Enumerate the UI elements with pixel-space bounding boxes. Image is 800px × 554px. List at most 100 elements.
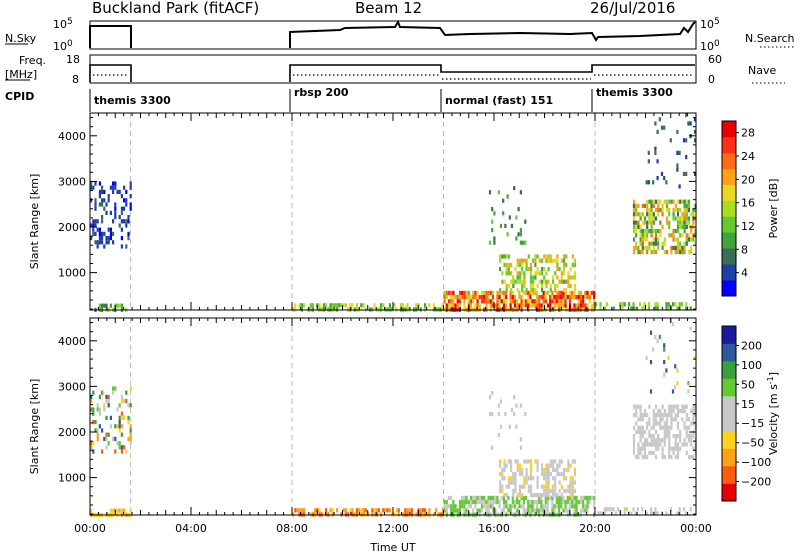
velocity-data-cell bbox=[123, 415, 126, 420]
power-data-cell bbox=[687, 208, 691, 213]
velocity-data-cell bbox=[90, 445, 93, 450]
velocity-data-cell bbox=[450, 508, 453, 513]
velocity-data-cell bbox=[527, 459, 530, 464]
power-data-cell bbox=[551, 279, 555, 284]
power-data-cell bbox=[542, 295, 545, 300]
velocity-data-cell bbox=[531, 508, 534, 513]
velocity-data-cell bbox=[463, 504, 466, 509]
power-data-cell bbox=[532, 283, 535, 288]
power-data-cell bbox=[340, 303, 343, 308]
velocity-data-cell bbox=[94, 420, 97, 425]
velocity-data-cell bbox=[529, 488, 533, 493]
power-data-cell bbox=[331, 303, 334, 308]
power-data-cell bbox=[505, 295, 508, 300]
power-data-cell bbox=[98, 181, 101, 186]
power-data-cell bbox=[556, 254, 559, 259]
power-data-cell bbox=[516, 271, 519, 276]
power-data-cell bbox=[472, 299, 475, 304]
velocity-data-cell bbox=[382, 508, 385, 513]
power-data-cell bbox=[547, 254, 550, 259]
power-data-cell bbox=[646, 208, 649, 213]
velocity-data-cell bbox=[487, 500, 490, 505]
power-data-cell bbox=[499, 258, 502, 263]
power-data-cell bbox=[641, 233, 644, 238]
power-data-cell bbox=[506, 194, 509, 199]
power-data-cell bbox=[646, 245, 649, 250]
power-data-cell bbox=[654, 233, 658, 238]
velocity-data-cell bbox=[588, 495, 591, 500]
velocity-data-cell bbox=[654, 417, 658, 422]
velocity-data-cell bbox=[510, 476, 513, 481]
power-data-cell bbox=[683, 199, 686, 204]
velocity-data-cell bbox=[566, 508, 569, 513]
power-data-cell bbox=[687, 199, 691, 204]
power-data-cell bbox=[593, 299, 596, 304]
velocity-data-cell bbox=[593, 504, 596, 509]
velocity-data-cell bbox=[665, 511, 668, 516]
power-data-cell bbox=[542, 290, 545, 295]
velocity-data-cell bbox=[419, 508, 422, 513]
x-tick-label: 12:00 bbox=[377, 522, 409, 535]
power-data-cell bbox=[125, 244, 128, 249]
power-data-cell bbox=[415, 303, 418, 308]
power-data-cell bbox=[450, 303, 453, 308]
velocity-data-cell bbox=[599, 511, 602, 516]
power-data-cell bbox=[690, 212, 693, 217]
power-data-cell bbox=[650, 233, 653, 238]
velocity-data-cell bbox=[518, 472, 522, 477]
velocity-data-cell bbox=[112, 386, 115, 391]
velocity-data-cell bbox=[518, 500, 521, 505]
power-data-cell bbox=[480, 295, 484, 300]
velocity-data-cell bbox=[406, 508, 409, 513]
y-tick-label: 2000 bbox=[58, 426, 86, 439]
power-data-cell bbox=[681, 250, 684, 255]
velocity-data-cell bbox=[498, 500, 501, 505]
velocity-data-cell bbox=[458, 504, 462, 509]
velocity-data-cell bbox=[549, 459, 552, 464]
power-data-cell bbox=[549, 258, 552, 263]
power-data-cell bbox=[329, 303, 332, 308]
power-data-cell bbox=[676, 241, 680, 246]
velocity-data-cell bbox=[107, 441, 110, 446]
velocity-data-cell bbox=[510, 463, 513, 468]
velocity-data-cell bbox=[579, 508, 583, 513]
power-data-cell bbox=[648, 216, 651, 221]
velocity-data-cell bbox=[520, 495, 523, 500]
power-data-cell bbox=[505, 254, 508, 259]
power-data-cell bbox=[546, 303, 550, 308]
velocity-data-cell bbox=[687, 455, 691, 460]
power-data-cell bbox=[663, 125, 666, 130]
power-data-cell bbox=[522, 290, 525, 295]
velocity-data-cell bbox=[531, 500, 534, 505]
power-data-cell bbox=[690, 237, 693, 242]
velocity-data-cell bbox=[445, 500, 448, 505]
power-data-cell bbox=[639, 212, 642, 217]
velocity-data-cell bbox=[485, 508, 488, 513]
power-data-cell bbox=[641, 203, 644, 208]
velocity-data-cell bbox=[676, 511, 679, 516]
colorbar-tick-label: 24 bbox=[741, 150, 755, 163]
power-data-cell bbox=[524, 240, 527, 245]
power-data-cell bbox=[311, 303, 314, 308]
colorbar-tick-label: 20 bbox=[741, 173, 755, 186]
velocity-data-cell bbox=[657, 413, 660, 418]
velocity-data-cell bbox=[639, 425, 642, 430]
velocity-data-cell bbox=[569, 493, 572, 498]
velocity-data-cell bbox=[92, 441, 95, 446]
velocity-data-cell bbox=[555, 504, 558, 509]
power-data-cell bbox=[676, 245, 680, 250]
velocity-data-cell bbox=[573, 500, 576, 505]
power-data-cell bbox=[303, 303, 306, 308]
velocity-data-cell bbox=[501, 472, 504, 477]
power-data-cell bbox=[534, 262, 537, 267]
colorbar-swatch bbox=[722, 483, 736, 502]
velocity-data-cell bbox=[512, 480, 515, 485]
velocity-data-cell bbox=[105, 432, 108, 437]
velocity-data-cell bbox=[554, 476, 557, 481]
velocity-data-cell bbox=[652, 450, 655, 455]
power-data-cell bbox=[558, 267, 561, 272]
velocity-data-cell bbox=[683, 421, 686, 426]
power-data-cell bbox=[476, 299, 479, 304]
power-data-cell bbox=[643, 229, 647, 234]
power-data-cell bbox=[452, 299, 455, 304]
